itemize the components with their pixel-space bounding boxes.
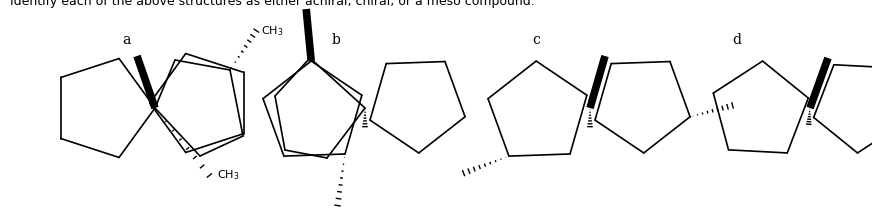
Text: b: b	[331, 33, 340, 47]
Text: CH$_3$: CH$_3$	[217, 168, 240, 182]
Text: c: c	[532, 33, 541, 47]
Text: Identify each of the above structures as either achiral, chiral, or a meso compo: Identify each of the above structures as…	[10, 0, 535, 8]
Text: d: d	[732, 33, 741, 47]
Text: CH$_3$: CH$_3$	[261, 24, 283, 38]
Text: a: a	[122, 33, 131, 47]
